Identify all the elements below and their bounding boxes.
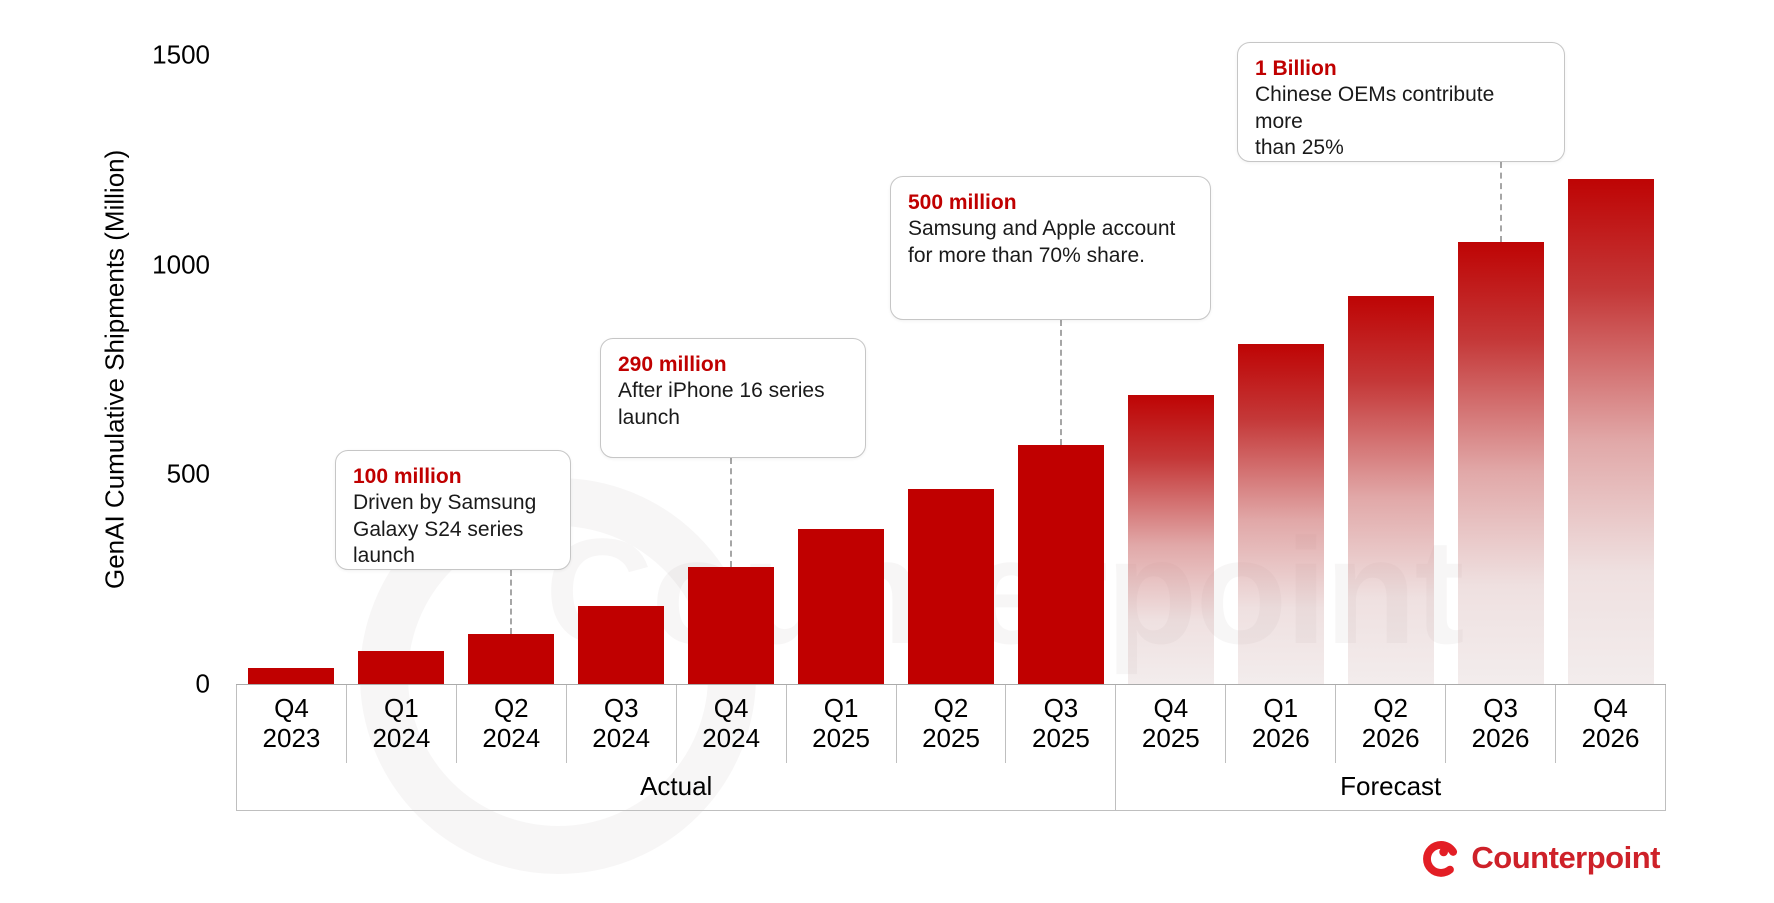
quarter-label: 2023 [262, 723, 321, 753]
quarter-label: 2025 [1031, 723, 1090, 753]
bar-q4-2025 [1128, 394, 1214, 684]
counterpoint-logo-icon [1423, 840, 1460, 877]
quarter-label: Q1 [823, 693, 859, 724]
quarter-label: Q1 [1263, 693, 1299, 724]
bar-q3-2024 [578, 606, 664, 684]
annotation-text: Samsung and Apple account [908, 217, 1176, 241]
bar-q2-2024 [468, 633, 554, 684]
quarter-label: 2025 [1141, 723, 1200, 753]
y-axis-title: GenAI Cumulative Shipments (Million) [99, 149, 130, 590]
counterpoint-logo-text: Counterpoint [1471, 840, 1660, 875]
bar-q3-2026 [1458, 241, 1544, 684]
annotation-box-100-million: 100 million Driven by Samsung Galaxy S24 s… [335, 450, 571, 570]
quarter-label: 2026 [1361, 723, 1420, 753]
annotation-box-500-million: 500 million Samsung and Apple account for … [890, 176, 1211, 320]
quarter-label: Q2 [1373, 693, 1409, 724]
quarter-label: 2026 [1581, 723, 1640, 753]
quarter-cell-q4-2026: Q4 2026 [1556, 685, 1666, 763]
quarter-cell-q4-2024: Q4 2024 [677, 685, 787, 763]
quarter-cell-q1-2026: Q1 2026 [1226, 685, 1337, 763]
quarter-label: Q3 [1483, 693, 1518, 724]
bar-q1-2026 [1238, 344, 1324, 684]
y-tick-label: 500 [166, 458, 210, 489]
quarter-label: 2024 [702, 723, 761, 753]
quarter-label: 2026 [1251, 723, 1310, 753]
x-axis-table: Q4 2023 Q1 2024 Q2 2024 Q3 2024 Q4 2024 Q1 2025 Q2 20… [236, 684, 1666, 811]
quarter-label: Q4 [1593, 693, 1628, 724]
quarter-label: Q2 [493, 693, 529, 724]
quarter-label: Q2 [933, 693, 969, 724]
annotation-title: 100 million [353, 465, 462, 488]
quarter-label: 2024 [592, 723, 651, 753]
annotation-text: for more than 70% share. [908, 243, 1145, 267]
annotation-box-290-million: 290 million After iPhone 16 series launch [600, 338, 866, 458]
quarter-cell-q2-2026: Q2 2026 [1336, 685, 1447, 763]
bar-q3-2025 [1018, 444, 1104, 684]
annotation-title: 290 million [618, 353, 727, 376]
annotation-text: than 25% [1255, 136, 1344, 160]
bar-q1-2024 [358, 651, 444, 684]
quarter-label: Q3 [603, 693, 639, 724]
quarter-label: 2025 [922, 723, 980, 753]
quarter-cell-q4-2025: Q4 2025 [1116, 685, 1227, 763]
actual-group-cell: Actual [237, 763, 1117, 811]
quarter-cell-q3-2025: Q3 2025 [1006, 685, 1117, 763]
quarter-label: 2024 [482, 723, 541, 753]
annotation-title: 1 Billion [1255, 57, 1337, 80]
quarter-label: Q4 [274, 693, 309, 724]
bar-q1-2025 [798, 528, 884, 684]
y-tick-label: 1000 [152, 249, 210, 280]
quarter-label-row: Q4 2023 Q1 2024 Q2 2024 Q3 2024 Q4 2024 Q1 2025 Q2 20… [236, 685, 1666, 763]
annotation-connector-line [730, 458, 732, 567]
annotation-connector-line [1500, 162, 1502, 242]
quarter-cell-q3-2024: Q3 2024 [567, 685, 677, 763]
annotation-connector-line [1060, 320, 1062, 445]
quarter-label: Q4 [713, 693, 749, 724]
bar-q4-2026 [1568, 178, 1654, 684]
quarter-label: Q3 [1043, 693, 1079, 724]
bar-q4-2024 [688, 566, 774, 684]
annotation-text: Galaxy S24 series [353, 517, 524, 541]
counterpoint-logo: Counterpoint [1420, 837, 1660, 879]
annotation-text: After iPhone 16 series [618, 379, 825, 403]
bar-q2-2026 [1348, 296, 1434, 684]
annotation-text: launch [618, 405, 680, 429]
quarter-cell-q4-2023: Q4 2023 [237, 685, 347, 763]
quarter-label: Q1 [384, 693, 419, 724]
quarter-cell-q3-2026: Q3 2026 [1446, 685, 1557, 763]
annotation-text: Driven by Samsung [353, 491, 537, 515]
group-row: Actual Forecast [236, 763, 1666, 811]
quarter-label: 2024 [372, 723, 431, 753]
quarter-label: 2025 [812, 723, 870, 753]
bar-q4-2023 [248, 668, 334, 684]
annotation-title: 500 million [908, 191, 1017, 214]
forecast-group-cell: Forecast [1116, 763, 1666, 811]
annotation-text: launch [353, 544, 415, 568]
quarter-label: 2026 [1471, 723, 1530, 753]
bar-q2-2025 [908, 489, 994, 684]
y-tick-label: 1500 [152, 39, 210, 70]
annotation-box-1-billion: 1 Billion Chinese OEMs contribute more tha… [1237, 42, 1565, 162]
quarter-label: Q4 [1153, 693, 1189, 724]
quarter-cell-q1-2025: Q1 2025 [787, 685, 897, 763]
y-tick-label: 0 [195, 668, 210, 699]
annotation-text: Chinese OEMs contribute more [1255, 83, 1495, 133]
quarter-cell-q1-2024: Q1 2024 [347, 685, 457, 763]
quarter-cell-q2-2025: Q2 2025 [897, 685, 1007, 763]
quarter-cell-q2-2024: Q2 2024 [457, 685, 567, 763]
annotation-connector-line [510, 570, 512, 634]
watermark-text: Counterpoint [545, 507, 1464, 675]
